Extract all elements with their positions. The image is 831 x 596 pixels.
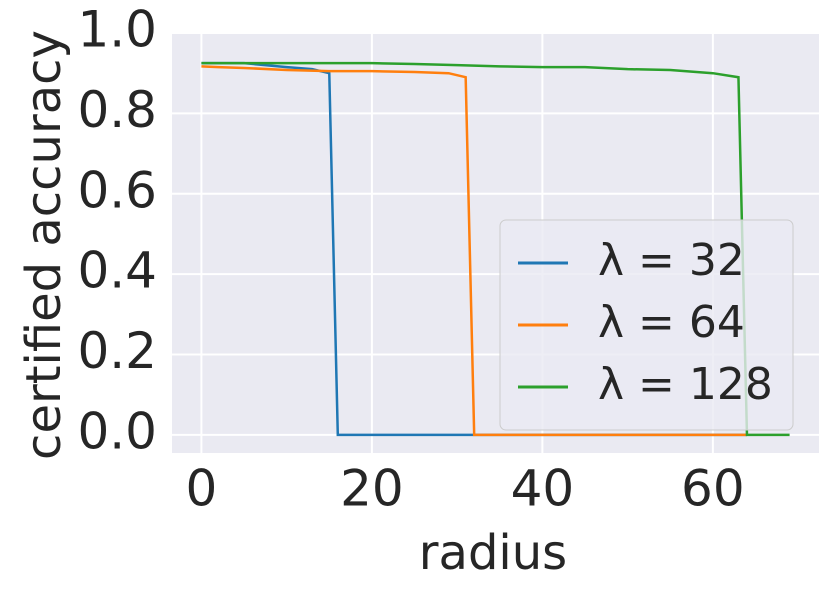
x-tick-label: 40 xyxy=(511,460,575,518)
x-tick-label: 0 xyxy=(186,460,218,518)
x-tick-label: 60 xyxy=(681,460,745,518)
y-tick-label: 0.0 xyxy=(77,402,157,460)
y-tick-label: 0.6 xyxy=(77,161,157,219)
y-axis-label: certified accuracy xyxy=(16,30,72,460)
line xyxy=(201,61,790,437)
legend-label: λ = 64 xyxy=(598,297,745,348)
y-tick-label: 0.2 xyxy=(77,322,157,380)
y-tick-label: 0.8 xyxy=(77,81,157,139)
legend-label: λ = 128 xyxy=(598,359,773,410)
legend-label: λ = 32 xyxy=(598,235,745,286)
line xyxy=(201,65,747,437)
y-tick-label: 1.0 xyxy=(77,1,157,59)
x-axis-label: radius xyxy=(419,525,567,581)
legend-box xyxy=(499,219,794,431)
y-tick-label: 0.4 xyxy=(77,242,157,300)
x-tick-label: 20 xyxy=(340,460,404,518)
